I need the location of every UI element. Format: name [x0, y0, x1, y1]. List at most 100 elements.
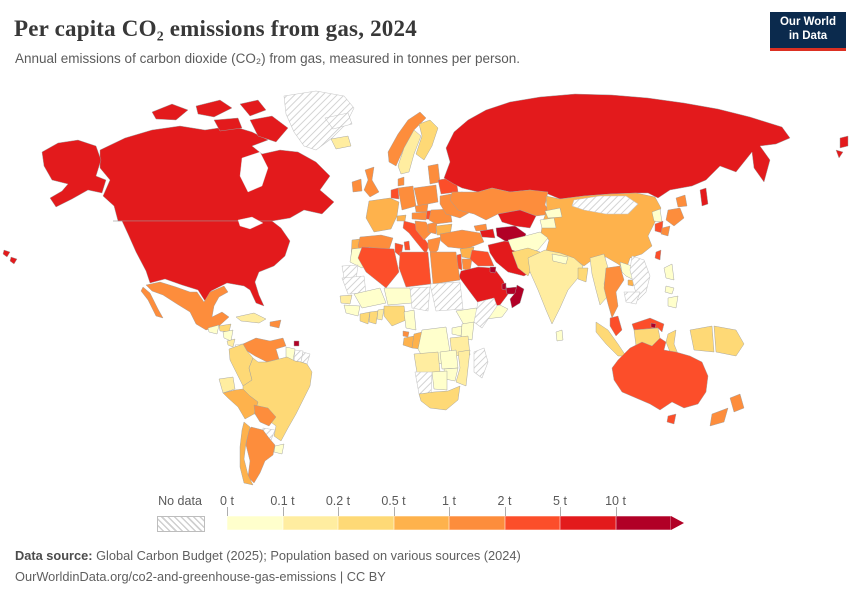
country-vietnam[interactable] — [629, 255, 651, 301]
country-angola[interactable] — [413, 351, 441, 374]
country-china-hainan[interactable] — [627, 279, 635, 287]
country-russia[interactable] — [443, 93, 791, 200]
country-costa-rica[interactable] — [226, 338, 236, 348]
country-canada-island[interactable] — [195, 99, 233, 118]
country-mexico[interactable] — [145, 281, 230, 331]
country-canada-island[interactable] — [213, 117, 243, 132]
country-mongolia[interactable] — [571, 195, 639, 215]
country-guinea[interactable] — [343, 304, 361, 317]
country-ivory-coast[interactable] — [359, 311, 371, 325]
country-oman[interactable] — [509, 284, 525, 309]
country-ireland[interactable] — [351, 178, 363, 193]
country-canada-island[interactable] — [249, 115, 289, 143]
country-kazakhstan[interactable] — [449, 187, 553, 221]
country-mali[interactable] — [353, 287, 387, 309]
country-croatia-bosnia[interactable] — [414, 220, 433, 241]
country-sudan[interactable] — [429, 281, 464, 312]
country-mauritania[interactable] — [341, 275, 367, 295]
country-dominican-republic[interactable] — [269, 319, 282, 329]
country-sri-lanka[interactable] — [555, 329, 564, 342]
country-canada-island[interactable] — [239, 99, 267, 117]
legend-bin-0.1-0.2[interactable] — [282, 516, 338, 530]
country-saudi-arabia[interactable] — [458, 266, 510, 309]
country-greenland[interactable] — [283, 90, 355, 151]
country-australia-tasmania[interactable] — [666, 413, 677, 425]
country-philippines-mindanao[interactable] — [667, 295, 679, 309]
legend-bin-2-5[interactable] — [504, 516, 560, 530]
country-chile[interactable] — [239, 421, 254, 486]
country-botswana[interactable] — [431, 370, 448, 391]
country-uzbekistan[interactable] — [497, 209, 537, 229]
country-russia-sakhalin[interactable] — [699, 187, 709, 207]
country-mexico-baja[interactable] — [140, 286, 164, 319]
country-germany[interactable] — [397, 185, 417, 211]
country-bangladesh[interactable] — [577, 267, 589, 283]
country-united-kingdom[interactable] — [363, 166, 380, 198]
country-uruguay[interactable] — [273, 443, 285, 455]
country-venezuela[interactable] — [242, 337, 287, 363]
country-georgia[interactable] — [473, 223, 488, 232]
country-libya[interactable] — [398, 251, 432, 288]
country-argentina[interactable] — [245, 426, 276, 484]
country-switzerland[interactable] — [396, 214, 407, 222]
legend-no-data-swatch[interactable] — [157, 516, 205, 532]
country-kuwait[interactable] — [489, 266, 497, 274]
legend-bin-10+[interactable] — [615, 516, 671, 530]
legend-bin-0.2-0.5[interactable] — [338, 516, 394, 530]
country-tajikistan[interactable] — [539, 217, 557, 229]
country-finland[interactable] — [415, 119, 439, 161]
country-somalia[interactable] — [473, 297, 498, 329]
country-russia-chukotka[interactable] — [835, 149, 844, 159]
country-papua-new-guinea[interactable] — [713, 325, 745, 357]
owid-logo[interactable]: Our World in Data — [770, 12, 846, 51]
country-benin-togo[interactable] — [376, 308, 385, 321]
country-chad[interactable] — [409, 286, 431, 312]
country-madagascar[interactable] — [473, 347, 489, 379]
country-canada[interactable] — [99, 125, 335, 222]
country-nepal[interactable] — [551, 253, 569, 265]
legend-bin-0-0.1[interactable] — [227, 516, 283, 530]
country-egypt[interactable] — [429, 251, 461, 285]
country-zambia[interactable] — [439, 349, 459, 370]
country-sweden[interactable] — [397, 129, 422, 175]
country-new-zealand-south[interactable] — [709, 407, 729, 427]
country-afghanistan[interactable] — [507, 231, 549, 255]
country-ecuador[interactable] — [218, 376, 236, 394]
country-senegal[interactable] — [339, 294, 353, 305]
legend-bin-1-2[interactable] — [449, 516, 505, 530]
country-ghana[interactable] — [368, 310, 379, 325]
country-kyrgyzstan[interactable] — [544, 207, 563, 219]
country-united-states-alaska[interactable] — [41, 139, 107, 208]
country-qatar[interactable] — [501, 282, 507, 291]
country-united-states[interactable] — [112, 220, 291, 307]
legend-bin-0.5-1[interactable] — [393, 516, 449, 530]
country-cambodia[interactable] — [623, 291, 641, 305]
country-niger[interactable] — [383, 287, 413, 306]
country-india[interactable] — [527, 249, 584, 325]
country-azerbaijan[interactable] — [479, 228, 496, 239]
country-thailand[interactable] — [603, 265, 625, 319]
country-bolivia[interactable] — [253, 404, 277, 427]
country-guatemala[interactable] — [207, 324, 220, 335]
country-denmark[interactable] — [397, 176, 405, 187]
country-taiwan[interactable] — [654, 249, 662, 261]
owid-link[interactable]: OurWorldinData.org/co2-and-greenhouse-ga… — [15, 568, 386, 584]
country-brunei[interactable] — [650, 322, 657, 329]
country-iceland[interactable] — [330, 135, 352, 150]
country-kenya[interactable] — [460, 321, 475, 341]
country-japan-honshu[interactable] — [665, 207, 685, 227]
country-cuba[interactable] — [235, 312, 267, 324]
country-svalbard[interactable] — [324, 112, 353, 130]
country-indonesia-sulawesi[interactable] — [665, 329, 679, 355]
country-uganda[interactable] — [451, 325, 463, 337]
country-benelux[interactable] — [390, 187, 400, 200]
country-nigeria[interactable] — [383, 305, 407, 327]
country-turkey[interactable] — [439, 229, 485, 250]
country-indonesia-papua[interactable] — [689, 325, 715, 353]
country-austria[interactable] — [411, 211, 428, 221]
country-equatorial-guinea[interactable] — [402, 330, 410, 338]
country-philippines-visayas[interactable] — [664, 285, 675, 295]
country-iraq[interactable] — [469, 249, 495, 267]
country-nicaragua[interactable] — [222, 329, 234, 342]
country-united-states-hawaii[interactable] — [9, 256, 18, 265]
